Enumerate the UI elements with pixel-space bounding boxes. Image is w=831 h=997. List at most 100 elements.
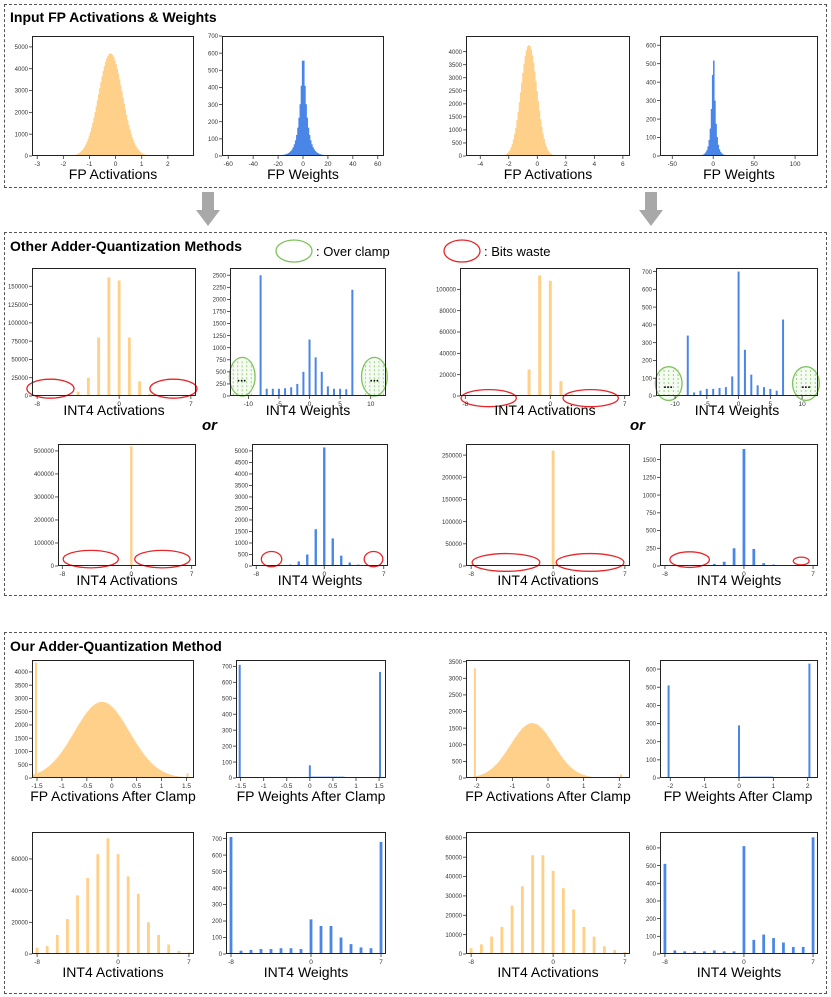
- c1-ytick-label: 2000: [15, 111, 29, 117]
- c15-frame: [466, 660, 630, 778]
- c20-svg: -8 0 7 0 100 200 300 400 500 600: [646, 832, 818, 966]
- c19-bar: [479, 944, 483, 954]
- c4-ytick-label: 400: [646, 80, 657, 86]
- c4-ytick-label: 0: [653, 154, 657, 160]
- c16-ytick-label: 600: [646, 667, 657, 673]
- chart-fp-weights-clamped-2: -2 -1 0 1 2 0 100 200 300 400 500 600: [646, 660, 818, 790]
- c18-bar: [249, 949, 253, 954]
- c1-hist-bin: [81, 150, 84, 156]
- c1-hist-bin: [116, 68, 119, 156]
- c15-ytick-label: 1500: [449, 726, 463, 732]
- c15-hist-bin: [580, 774, 583, 778]
- c17-bar: [106, 838, 110, 954]
- c8-bar: [686, 335, 689, 396]
- c3-hist-bin: [526, 46, 529, 156]
- c13-hist-bin: [129, 732, 131, 778]
- c1-xtick-label: -1: [87, 161, 93, 168]
- c19-ytick-label: 20000: [445, 913, 462, 919]
- c13-hist-bin: [146, 758, 149, 778]
- c1-hist-bin: [93, 117, 95, 156]
- c19-xtick-label: 7: [623, 959, 627, 966]
- c13-hist-bin: [51, 763, 54, 778]
- chart-int4-weights-a2-label: INT4 Weights: [694, 402, 780, 418]
- c3-hist-bin: [550, 153, 552, 156]
- c15-hist-bin: [579, 773, 582, 778]
- c15-hist-bin: [573, 770, 576, 778]
- c15-hist-bin: [546, 735, 549, 778]
- c17-ytick-label: 20000: [11, 921, 28, 927]
- c15-hist-bin: [524, 725, 527, 778]
- c19-bar: [572, 909, 576, 954]
- c15-hist-bin: [570, 767, 572, 778]
- c1-hist-bin: [128, 125, 130, 156]
- c13-hist-bin: [95, 703, 98, 778]
- c11-ytick-label: 50000: [445, 542, 462, 548]
- c3-hist-bin: [514, 134, 516, 156]
- c13-hist-bin: [125, 726, 128, 778]
- c8-xtick-label: 5: [769, 401, 773, 408]
- c1-hist-bin: [103, 66, 106, 156]
- c13-hist-bin: [158, 769, 160, 778]
- c15-xtick-label: 0: [546, 783, 550, 790]
- section-other-methods: [4, 232, 827, 596]
- c2-ytick-label: 0: [215, 154, 219, 160]
- c18-bar: [299, 949, 303, 954]
- c2-hist-bin: [300, 85, 303, 156]
- c18-bar: [379, 841, 383, 954]
- c4-xtick-label: 100: [790, 161, 801, 168]
- c6-bar: [351, 289, 354, 396]
- c14-ytick-label: 400: [222, 712, 233, 718]
- c13-hist-bin: [48, 766, 50, 778]
- c13-hist-bin: [99, 702, 101, 778]
- c3-xtick-label: 0: [535, 161, 539, 168]
- c1-hist-bin: [89, 131, 92, 156]
- c4-hist-bin: [718, 149, 721, 156]
- c14-svg: -1.5 -1 -0.5 0 0.5 1 1.5 0 100 200 300 400 500 600 700: [222, 660, 386, 790]
- c14-ytick-label: 600: [222, 681, 233, 687]
- c13-hist-bin: [151, 763, 153, 778]
- c3-ytick-label: 1500: [449, 115, 463, 121]
- c13-hist-bin: [53, 760, 56, 778]
- c15-hist-bin: [558, 753, 561, 778]
- c10-xtick-label: -8: [253, 571, 259, 578]
- c20-xtick-label: 0: [742, 959, 746, 966]
- c5-bar: [117, 280, 121, 396]
- c18-xtick-label: -8: [228, 959, 234, 966]
- c1-hist-bin: [99, 88, 101, 156]
- chart-our-int4-activations-1-label: INT4 Activations: [62, 964, 164, 980]
- c10-ytick-label: 4500: [235, 461, 249, 467]
- c19-bar: [561, 888, 565, 954]
- c8-ytick-label: 400: [642, 323, 653, 329]
- c13-hist-bin: [111, 707, 114, 778]
- c13-hist-bin: [148, 761, 151, 778]
- c13-hist-bin: [113, 708, 115, 778]
- c6-bar: [271, 388, 274, 396]
- c15-hist-bin: [531, 723, 534, 778]
- c15-ytick-label: 3500: [449, 660, 463, 666]
- c13-xtick-label: 0: [110, 783, 114, 790]
- c14-ytick-label: 0: [229, 776, 233, 782]
- c15-hist-bin: [537, 725, 540, 778]
- c15-hist-bin: [581, 774, 584, 778]
- c20-ytick-label: 100: [646, 935, 657, 941]
- c4-hist-bin: [715, 123, 717, 156]
- c11-bits-waste-mark: [555, 552, 625, 572]
- c13-hist-bin: [116, 712, 119, 778]
- c13-hist-bin: [132, 738, 135, 778]
- c18-ytick-label: 100: [212, 936, 223, 942]
- c4-ytick-label: 100: [646, 136, 657, 142]
- c15-hist-bin: [545, 734, 548, 778]
- c2-hist-bin: [289, 152, 291, 156]
- chart-our-int4-weights-1: -8 0 7 0 100 200 300 400 500 600 700: [212, 832, 386, 966]
- c12-ytick-label: 1250: [643, 476, 657, 482]
- c4-hist-bin: [719, 151, 722, 156]
- c11-frame: [466, 444, 630, 566]
- c13-hist-bin: [126, 728, 129, 778]
- c13-hist-bin: [134, 742, 137, 778]
- c15-hist-bin: [532, 723, 535, 778]
- c4-hist-bin: [711, 74, 714, 156]
- c2-hist-bin: [304, 85, 306, 156]
- c18-ytick-label: 0: [219, 952, 223, 958]
- c20-bar: [663, 863, 667, 954]
